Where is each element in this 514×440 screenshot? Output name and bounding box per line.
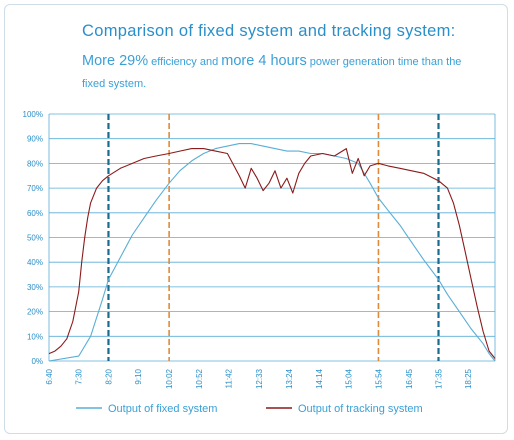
x-tick-label: 15:54 [374, 368, 383, 389]
tracking-system-line [48, 148, 496, 359]
x-tick-label: 11:42 [225, 368, 234, 388]
x-tick-label: 9:10 [134, 368, 143, 384]
fixed-system-line [48, 143, 496, 362]
x-tick-label: 14:14 [315, 368, 324, 389]
y-tick-label: 30% [27, 283, 43, 292]
x-tick-label: 7:30 [75, 368, 84, 384]
x-tick-label: 6:40 [45, 368, 54, 384]
chart-subtitle: More 29% efficiency and more 4 hours pow… [82, 50, 462, 95]
y-tick-label: 80% [27, 159, 43, 168]
x-tick-label: 10:52 [195, 368, 204, 389]
y-tick-label: 40% [27, 258, 43, 267]
y-tick-label: 90% [27, 135, 43, 144]
subtitle-part: more 4 hours [221, 53, 307, 69]
legend-tracking-label: Output of tracking system [298, 403, 423, 415]
subtitle-part: power generation time than the fixed sys… [82, 56, 462, 90]
subtitle-part: More 29% [82, 53, 149, 69]
x-tick-label: 8:20 [104, 368, 113, 384]
y-tick-label: 10% [27, 332, 43, 341]
y-tick-label: 50% [27, 234, 43, 243]
x-tick-label: 10:02 [165, 368, 174, 389]
x-tick-label: 13:24 [285, 368, 294, 389]
subtitle-part: efficiency and [148, 56, 222, 68]
y-tick-label: 100% [23, 110, 43, 119]
y-tick-label: 20% [27, 308, 43, 317]
y-tick-label: 60% [27, 209, 43, 218]
x-tick-label: 18:25 [464, 368, 473, 389]
legend-fixed-label: Output of fixed system [108, 403, 217, 415]
y-tick-label: 0% [31, 357, 43, 366]
y-tick-label: 70% [27, 184, 43, 193]
chart-title: Comparison of fixed system and tracking … [82, 22, 456, 40]
x-tick-label: 17:35 [435, 368, 444, 389]
x-tick-label: 15:04 [345, 368, 354, 389]
x-tick-label: 12:33 [255, 368, 264, 389]
x-tick-label: 16:45 [405, 368, 414, 389]
